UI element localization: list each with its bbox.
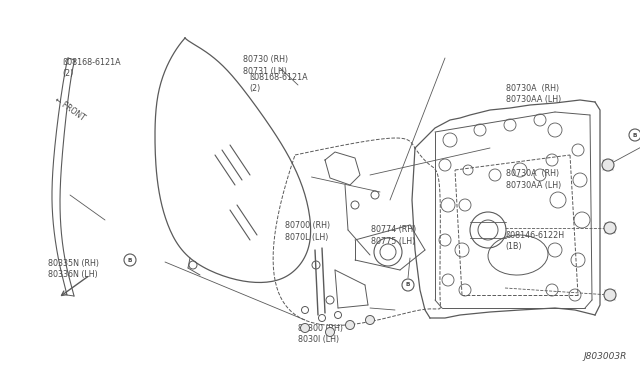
Text: 80730A  (RH)
80730AA (LH): 80730A (RH) 80730AA (LH) [506,84,561,104]
Circle shape [365,315,374,324]
Text: ß08168-6121A
(2): ß08168-6121A (2) [250,73,308,93]
Text: 80300 (RH)
8030I (LH): 80300 (RH) 8030I (LH) [298,324,342,344]
Circle shape [604,222,616,234]
Circle shape [602,159,614,171]
Text: B: B [128,257,132,263]
Circle shape [629,129,640,141]
Text: 80335N (RH)
80336N (LH): 80335N (RH) 80336N (LH) [48,259,99,279]
Text: ß08146-6122H
(1B): ß08146-6122H (1B) [506,231,564,251]
Text: 80730 (RH)
80731 (LH): 80730 (RH) 80731 (LH) [243,55,289,76]
Circle shape [301,324,310,333]
Circle shape [604,289,616,301]
Text: 80700 (RH)
8070L (LH): 80700 (RH) 8070L (LH) [285,221,330,242]
Circle shape [402,279,414,291]
Circle shape [124,254,136,266]
Text: B: B [633,132,637,138]
Text: ← FRONT: ← FRONT [52,95,86,122]
Text: B: B [406,282,410,288]
Text: J803003R: J803003R [584,352,627,361]
Text: ß08168-6121A
(2): ß08168-6121A (2) [63,58,122,78]
Text: 80774 (RH)
80775 (LH): 80774 (RH) 80775 (LH) [371,225,417,246]
Text: 80730A  (RH)
80730AA (LH): 80730A (RH) 80730AA (LH) [506,169,561,190]
Circle shape [346,321,355,330]
Circle shape [326,327,335,337]
